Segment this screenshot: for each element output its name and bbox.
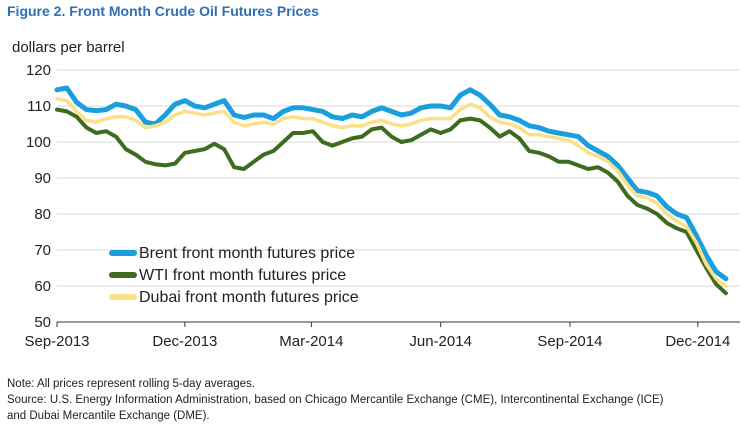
note-text: Note: All prices represent rolling 5-day… (7, 378, 256, 390)
source-text-line-2: and Dubai Mercantile Exchange (DME). (7, 410, 210, 422)
source-text-line-1: Source: U.S. Energy Information Administ… (7, 394, 664, 406)
y-axis-ticks: 50 60 70 80 90 100 110 120 (26, 62, 51, 331)
x-tick-label-Sep-2014: Sep-2014 (537, 333, 602, 350)
x-tick-label-Jun-2014: Jun-2014 (409, 333, 472, 350)
notes-block: Note: All prices represent rolling 5-day… (7, 376, 752, 424)
legend-label-2: WTI front month futures price (139, 267, 346, 284)
series-line-2 (55, 107, 728, 296)
y-axis-unit-label: dollars per barrel (12, 39, 125, 56)
series-line-3 (55, 97, 728, 288)
series-lines (54, 85, 729, 296)
x-tick-label-Dec-2014: Dec-2014 (665, 333, 730, 350)
y-tick-label-80: 80 (34, 206, 51, 223)
y-tick-label-120: 120 (26, 62, 51, 79)
y-tick-label-110: 110 (27, 98, 51, 115)
legend: Brent front month futures price WTI front… (109, 245, 359, 306)
figure-title: Figure 2. Front Month Crude Oil Futures … (7, 3, 319, 19)
series-line-1 (54, 85, 729, 282)
x-axis-ticks: Sep-2013 Dec-2013 Mar-2014 Jun-2014 Sep-2014… (24, 322, 730, 350)
x-tick-label-Mar-2014: Mar-2014 (279, 333, 343, 350)
legend-label-1: Brent front month futures price (139, 245, 355, 262)
line-chart: dollars per barrel 50 60 70 80 90 100 110 120 S… (12, 39, 740, 350)
legend-label-3: Dubai front month futures price (139, 289, 359, 306)
y-tick-label-90: 90 (34, 170, 51, 187)
y-tick-label-50: 50 (34, 314, 51, 331)
x-tick-label-Dec-2013: Dec-2013 (152, 333, 217, 350)
y-tick-label-60: 60 (34, 278, 51, 295)
y-tick-label-70: 70 (34, 242, 51, 259)
y-tick-label-100: 100 (26, 134, 51, 151)
x-tick-label-Sep-2013: Sep-2013 (24, 333, 89, 350)
